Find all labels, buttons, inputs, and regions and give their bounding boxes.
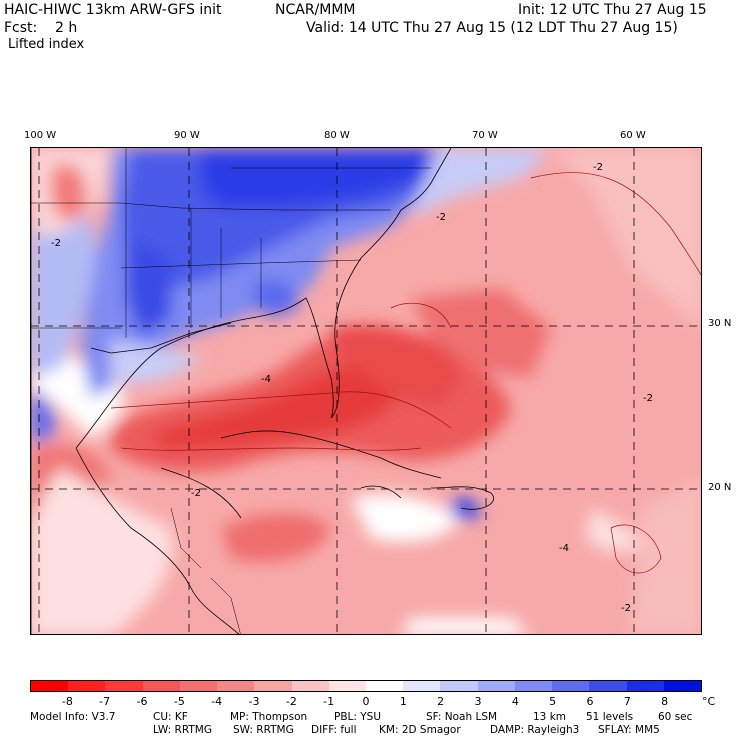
lw-scheme: LW: RRTMG bbox=[153, 724, 212, 736]
sflay-scheme: SFLAY: MM5 bbox=[598, 724, 660, 736]
contours bbox=[110, 172, 701, 574]
colorbar-tick-label: -8 bbox=[61, 695, 73, 708]
levels: 51 levels bbox=[586, 711, 634, 723]
colorbar-cell bbox=[291, 681, 329, 691]
colorbar-tick-label: 5 bbox=[549, 695, 557, 708]
graticule bbox=[31, 148, 701, 634]
colorbar-tick-label: -7 bbox=[99, 695, 111, 708]
colorbar-unit: °C bbox=[702, 695, 716, 708]
contour-label: -2 bbox=[436, 212, 446, 223]
colorbar-cell bbox=[105, 681, 143, 691]
contour-label: -2 bbox=[593, 162, 603, 173]
state-borders bbox=[31, 148, 431, 634]
field-name: Lifted index bbox=[8, 37, 85, 52]
coastlines bbox=[31, 148, 494, 634]
lat-label-30n: 30 N bbox=[708, 318, 732, 329]
colorbar-cell bbox=[626, 681, 664, 691]
colorbar-tick-label: -1 bbox=[323, 695, 335, 708]
lat-label-20n: 20 N bbox=[708, 482, 732, 493]
colorbar-cell bbox=[440, 681, 478, 691]
sf-scheme: SF: Noah LSM bbox=[426, 711, 498, 723]
init-time: Init: 12 UTC Thu 27 Aug 15 bbox=[518, 2, 707, 18]
contour-label: -2 bbox=[643, 393, 653, 404]
contour-label: -4 bbox=[261, 374, 271, 385]
colorbar-cell bbox=[514, 681, 553, 691]
colorbar-tick-label: 7 bbox=[623, 695, 631, 708]
colorbar-tick-label: 4 bbox=[511, 695, 519, 708]
sw-scheme: SW: RRTMG bbox=[233, 724, 294, 736]
cu-scheme: CU: KF bbox=[153, 711, 188, 723]
lon-label-90w: 90 W bbox=[174, 130, 200, 141]
colorbar-tick-label: -3 bbox=[248, 695, 260, 708]
org-label: NCAR/MMM bbox=[275, 2, 356, 18]
colorbar-tick-label: 0 bbox=[362, 695, 370, 708]
resolution: 13 km bbox=[533, 711, 567, 723]
timestep: 60 sec bbox=[658, 711, 693, 723]
lon-label-100w: 100 W bbox=[24, 130, 57, 141]
colorbar-tick-label: -4 bbox=[211, 695, 223, 708]
lon-label-70w: 70 W bbox=[472, 130, 498, 141]
colorbar-cell bbox=[552, 681, 590, 691]
colorbar-cell bbox=[68, 681, 106, 691]
km-scheme: KM: 2D Smagor bbox=[379, 724, 461, 736]
colorbar-tick-label: -2 bbox=[285, 695, 297, 708]
colorbar-tick-label: 3 bbox=[474, 695, 482, 708]
model-title: HAIC-HIWC 13km ARW-GFS init bbox=[4, 2, 222, 18]
contour-label: -2 bbox=[621, 603, 631, 614]
contour-label: -2 bbox=[191, 488, 201, 499]
colorbar-cell bbox=[142, 681, 180, 691]
colorbar-tick-label: 6 bbox=[586, 695, 594, 708]
colorbar-tick-label: -5 bbox=[173, 695, 185, 708]
colorbar-cell bbox=[254, 681, 292, 691]
damping: DAMP: Rayleigh3 bbox=[490, 724, 580, 736]
diffusion: DIFF: full bbox=[311, 724, 357, 736]
colorbar-tick-label: 8 bbox=[661, 695, 669, 708]
colorbar-cell bbox=[403, 681, 441, 691]
colorbar-cell bbox=[179, 681, 218, 691]
colorbar-tick-label: 2 bbox=[437, 695, 445, 708]
colorbar-cell bbox=[477, 681, 515, 691]
colorbar-cell bbox=[365, 681, 404, 691]
colorbar-cell bbox=[31, 681, 69, 691]
colorbar-cell bbox=[217, 681, 255, 691]
lon-label-60w: 60 W bbox=[620, 130, 646, 141]
colorbar-cell bbox=[328, 681, 366, 691]
contour-label: -4 bbox=[559, 543, 569, 554]
lon-label-80w: 80 W bbox=[324, 130, 350, 141]
contour-label: -2 bbox=[51, 238, 61, 249]
model-info: Model Info: V3.7 bbox=[30, 711, 116, 723]
forecast-hour: Fcst: 2 h bbox=[4, 20, 78, 36]
mp-scheme: MP: Thompson bbox=[230, 711, 308, 723]
lifted-index-map: -2 -2 -2 -4 -2 -2 -4 -2 bbox=[30, 147, 702, 635]
colorbar-cell bbox=[589, 681, 627, 691]
colorbar-cell bbox=[663, 681, 701, 691]
colorbar-tick-label: -6 bbox=[136, 695, 148, 708]
valid-time: Valid: 14 UTC Thu 27 Aug 15 (12 LDT Thu … bbox=[306, 20, 678, 36]
colorbar-tick-label: 1 bbox=[399, 695, 407, 708]
colorbar bbox=[30, 680, 702, 692]
pbl-scheme: PBL: YSU bbox=[334, 711, 382, 723]
